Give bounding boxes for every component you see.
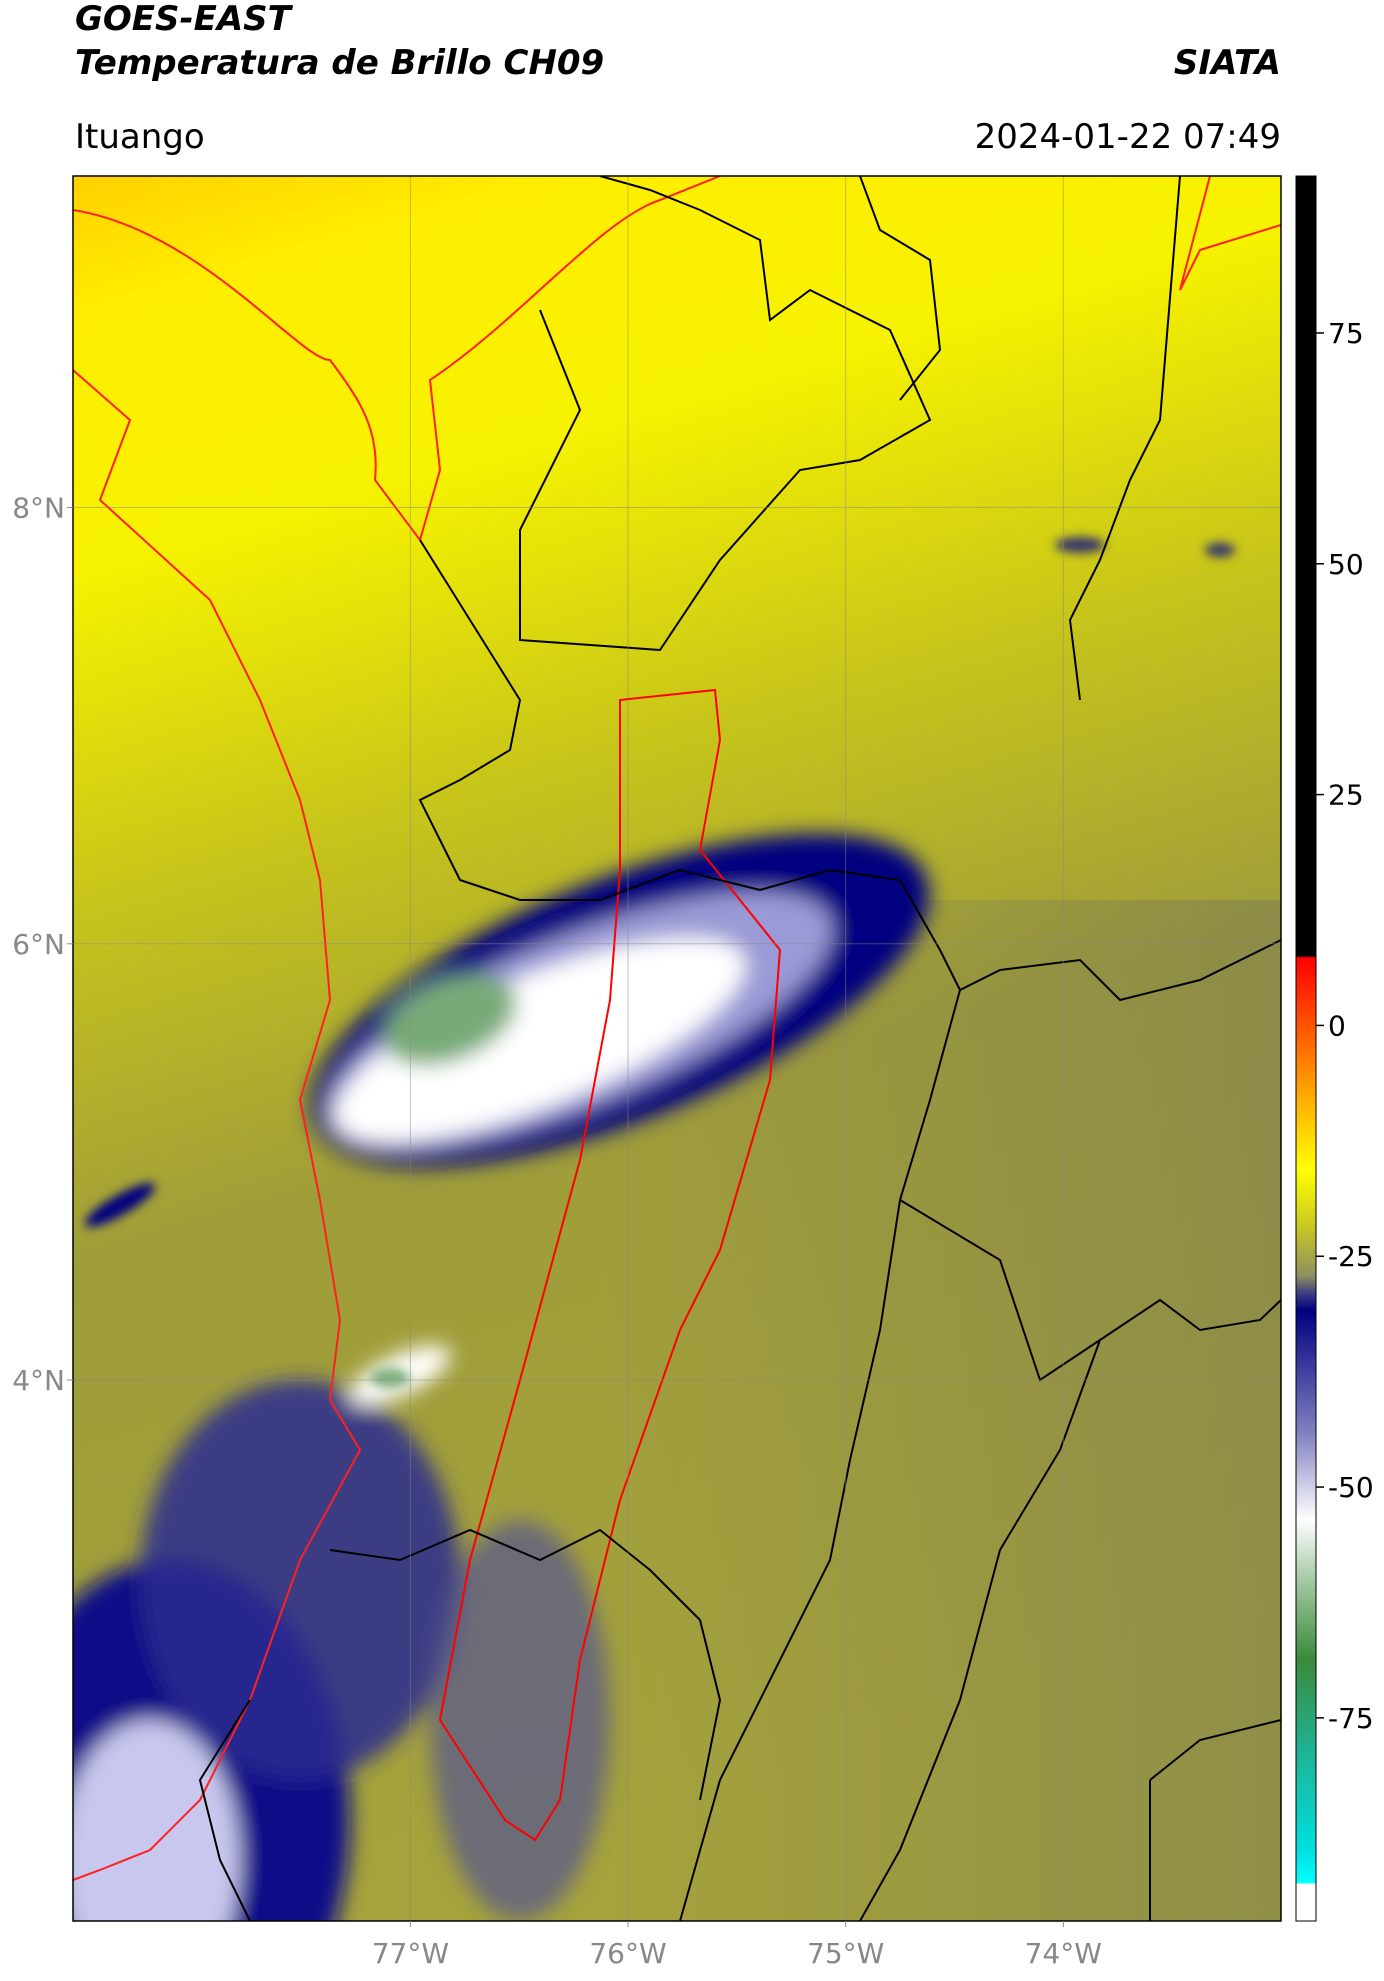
colorbar-tick-label: -50 [1328,1471,1374,1504]
borders [198,176,1281,1921]
grid [73,176,1281,1921]
colorbar-tick-label: 50 [1328,548,1364,581]
colorbar-tick-label: -75 [1328,1702,1374,1735]
colorbar-tick-label: 0 [1328,1009,1346,1042]
colorbar [1295,175,1317,1922]
satellite: GOES-EAST [75,0,294,39]
colorbar-tick-label: 75 [1328,317,1364,350]
x-tick-label: 74°W [1025,1937,1102,1970]
map-image [73,176,1281,1921]
timestamp: 2024-01-22 07:49 [975,117,1281,157]
agency: SIATA [1174,43,1281,83]
x-tick-label: 77°W [372,1937,449,1970]
x-tick-label: 76°W [589,1937,666,1970]
y-tick-label: 4°N [12,1364,65,1397]
product: Temperatura de Brillo CH09 [75,43,604,83]
y-tick-label: 8°N [12,492,65,525]
colorbar-tick-label: 25 [1328,779,1364,812]
colorbar-tick-label: -25 [1328,1240,1374,1273]
x-tick-label: 75°W [807,1937,884,1970]
region-outline [438,688,782,1842]
coastline [73,176,1281,1881]
plot-frame [72,175,1282,1922]
location: Ituango [75,117,205,157]
y-tick-label: 6°N [12,928,65,961]
